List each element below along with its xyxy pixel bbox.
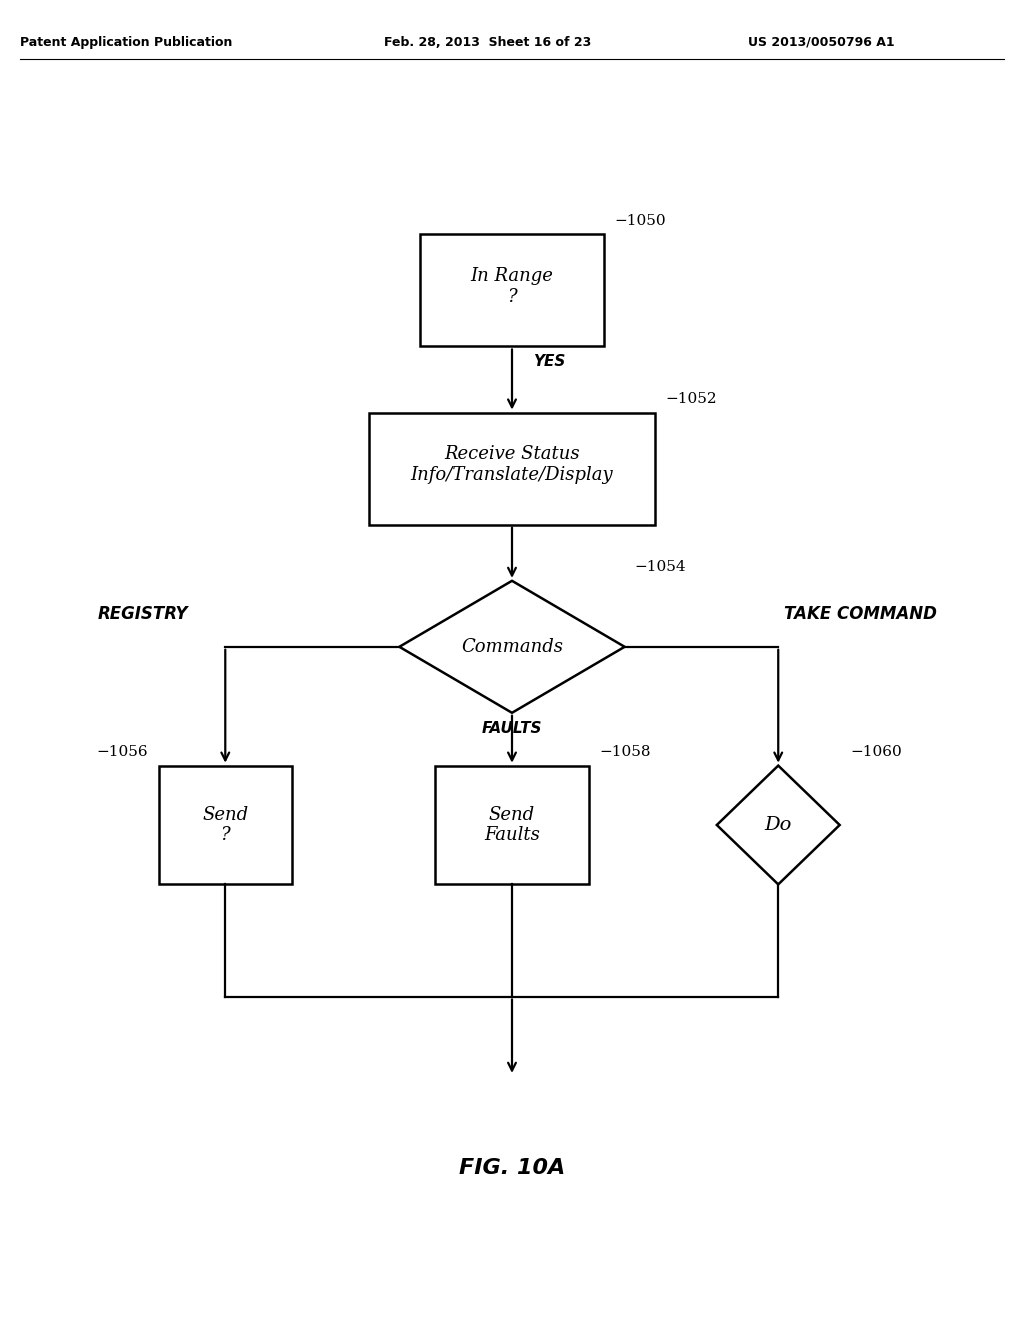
Text: YES: YES	[532, 354, 565, 370]
Text: Feb. 28, 2013  Sheet 16 of 23: Feb. 28, 2013 Sheet 16 of 23	[384, 36, 591, 49]
Bar	[435, 766, 589, 884]
Text: FAULTS: FAULTS	[481, 721, 543, 737]
Text: Commands: Commands	[461, 638, 563, 656]
Text: −1056: −1056	[97, 744, 148, 759]
Text: −1058: −1058	[599, 744, 650, 759]
Text: Send
?: Send ?	[202, 805, 249, 845]
Text: US 2013/0050796 A1: US 2013/0050796 A1	[748, 36, 894, 49]
Bar	[159, 766, 292, 884]
Text: TAKE COMMAND: TAKE COMMAND	[783, 605, 937, 623]
Bar	[420, 235, 604, 346]
Text: FIG. 10A: FIG. 10A	[459, 1158, 565, 1179]
Polygon shape	[399, 581, 625, 713]
Text: In Range
?: In Range ?	[471, 267, 553, 306]
Text: Patent Application Publication: Patent Application Publication	[20, 36, 232, 49]
Text: Send
Faults: Send Faults	[484, 805, 540, 845]
Bar	[369, 412, 655, 524]
Text: −1054: −1054	[635, 560, 686, 574]
Text: −1060: −1060	[850, 744, 902, 759]
Polygon shape	[717, 766, 840, 884]
Text: Receive Status
Info/Translate/Display: Receive Status Info/Translate/Display	[411, 445, 613, 484]
Text: −1052: −1052	[666, 392, 717, 407]
Text: −1050: −1050	[614, 214, 666, 227]
Text: REGISTRY: REGISTRY	[98, 605, 188, 623]
Text: Do: Do	[765, 816, 792, 834]
